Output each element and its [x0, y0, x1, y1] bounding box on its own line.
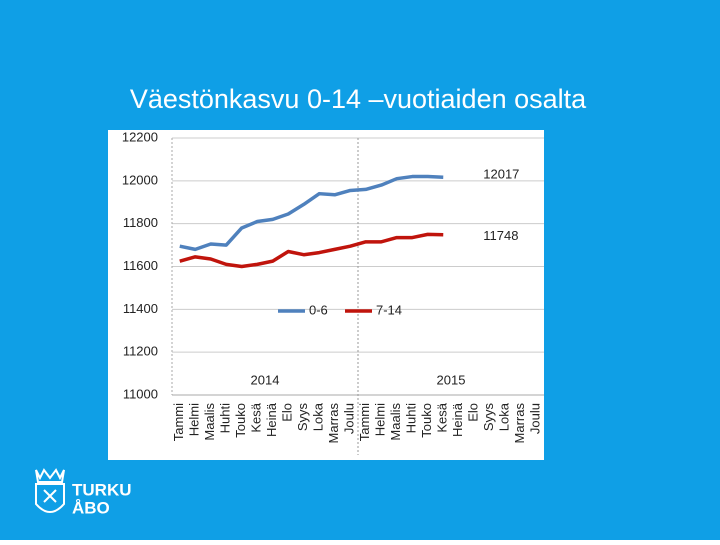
- x-tick-label: Elo: [280, 403, 295, 422]
- x-tick-label: Elo: [466, 403, 481, 422]
- end-value-label: 11748: [483, 228, 518, 243]
- year-label: 2014: [251, 372, 280, 387]
- series-line: [179, 232, 444, 269]
- x-tick-label: Touko: [419, 403, 434, 438]
- y-tick-label: 11400: [123, 301, 158, 316]
- year-label: 2015: [437, 372, 466, 387]
- x-tick-label: Kesä: [249, 402, 264, 432]
- x-tick-label: Joulu: [528, 403, 543, 434]
- x-tick-label: Joulu: [342, 403, 357, 434]
- series-line: [179, 174, 444, 252]
- x-tick-label: Heinä: [450, 402, 465, 437]
- y-tick-label: 11000: [123, 386, 158, 401]
- logo-text: TURKU: [72, 480, 132, 499]
- y-tick-label: 12200: [122, 129, 158, 144]
- legend-label: 7-14: [376, 302, 402, 317]
- x-tick-label: Tammi: [171, 403, 186, 441]
- logo-text: ÅBO: [72, 498, 110, 517]
- x-tick-label: Syys: [295, 403, 310, 432]
- logo-icon: [35, 468, 65, 513]
- legend-label: 0-6: [309, 302, 328, 317]
- x-tick-label: Helmi: [187, 403, 202, 436]
- x-tick-label: Loka: [311, 402, 326, 431]
- slide-title: Väestönkasvu 0-14 –vuotiaiden osalta: [130, 84, 587, 114]
- y-tick-label: 11200: [123, 344, 158, 359]
- x-tick-label: Kesä: [435, 402, 450, 432]
- x-tick-label: Heinä: [264, 402, 279, 437]
- chart-area: [108, 130, 544, 460]
- x-tick-label: Maalis: [388, 403, 403, 441]
- y-tick-label: 12000: [122, 172, 158, 187]
- y-tick-label: 11800: [123, 215, 158, 230]
- y-tick-label: 11600: [123, 258, 158, 273]
- x-tick-label: Marras: [512, 403, 527, 444]
- x-tick-label: Huhti: [404, 403, 419, 433]
- x-tick-label: Helmi: [373, 403, 388, 436]
- x-tick-label: Marras: [326, 403, 341, 444]
- x-tick-label: Tammi: [357, 403, 372, 441]
- x-tick-label: Touko: [233, 403, 248, 438]
- x-tick-label: Loka: [497, 402, 512, 431]
- x-tick-label: Huhti: [218, 403, 233, 433]
- x-tick-label: Maalis: [202, 403, 217, 441]
- end-value-label: 12017: [483, 167, 519, 182]
- x-tick-label: Syys: [481, 403, 496, 432]
